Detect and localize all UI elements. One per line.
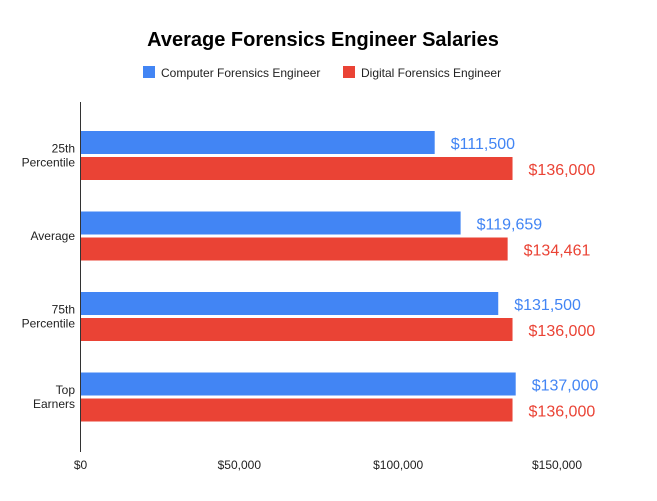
- x-tick-label: $100,000: [373, 458, 423, 472]
- bar-digital-4: [80, 398, 513, 422]
- category-label: Average: [31, 229, 76, 243]
- legend: Computer Forensics Engineer Digital Foren…: [143, 66, 501, 80]
- legend-swatch-1: [143, 66, 155, 78]
- data-labels: $111,500 $136,000 $119,659 $134,461 $131,500…: [451, 136, 599, 421]
- data-label: $134,461: [524, 243, 591, 260]
- category-label: Percentile: [22, 156, 76, 170]
- bar-computer-1: [80, 131, 435, 154]
- data-label: $131,500: [514, 297, 581, 314]
- legend-swatch-2: [343, 66, 355, 78]
- x-tick-label: $0: [74, 458, 88, 472]
- chart-title: Average Forensics Engineer Salaries: [147, 29, 499, 51]
- x-tick-label: $150,000: [532, 458, 582, 472]
- category-labels: 25thPercentileAverage75thPercentileTopEa…: [22, 142, 76, 412]
- data-label: $137,000: [532, 378, 599, 395]
- x-axis-ticks: $0 $50,000 $100,000 $150,000: [74, 458, 583, 472]
- bar-digital-3: [80, 318, 513, 341]
- category-label: 75th: [52, 303, 75, 317]
- category-label: Percentile: [22, 317, 76, 331]
- legend-label-1: Computer Forensics Engineer: [161, 66, 320, 80]
- x-tick-label: $50,000: [218, 458, 262, 472]
- data-label: $119,659: [477, 217, 543, 234]
- category-label: 25th: [52, 142, 75, 156]
- legend-label-2: Digital Forensics Engineer: [361, 66, 501, 80]
- category-label: Earners: [33, 397, 75, 411]
- bar-computer-2: [80, 211, 461, 235]
- bar-computer-3: [80, 292, 499, 315]
- bar-digital-2: [80, 237, 508, 261]
- data-label: $136,000: [529, 404, 596, 421]
- data-label: $136,000: [529, 323, 596, 340]
- bar-computer-4: [80, 372, 516, 396]
- bars: [80, 131, 516, 422]
- data-label: $111,500: [451, 136, 515, 153]
- bar-digital-1: [80, 157, 513, 180]
- data-label: $136,000: [529, 162, 596, 179]
- category-label: Top: [56, 383, 76, 397]
